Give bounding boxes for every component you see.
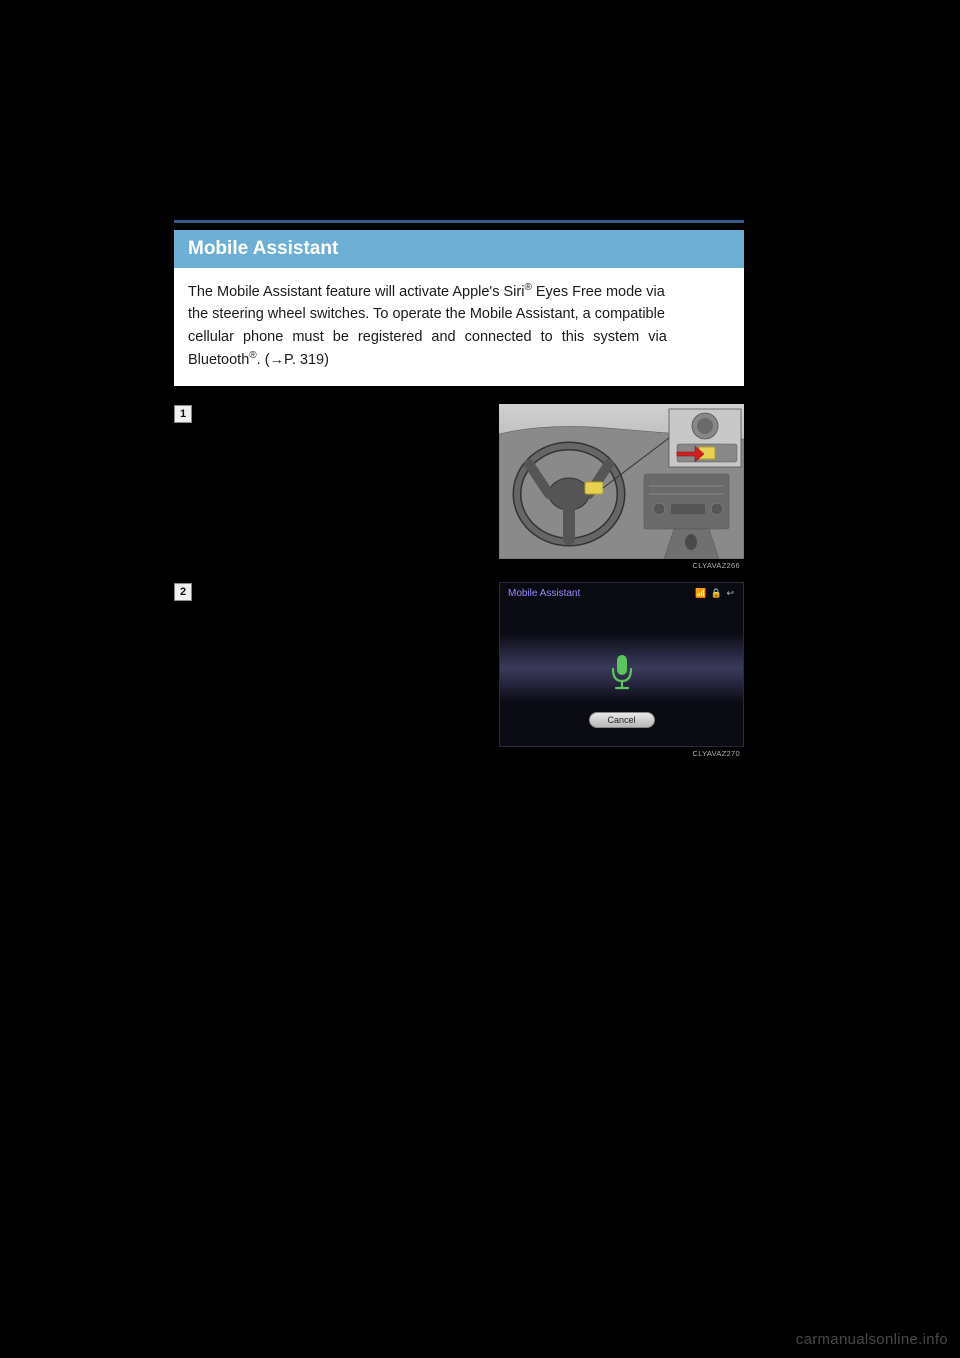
intro-line-3: cellular phone must be registered and co… [188, 326, 730, 348]
cancel-button[interactable]: Cancel [588, 712, 654, 728]
step-2-image-col: Mobile Assistant 📶 🔒 ↩ Cancel CLYAVAZ270 [499, 582, 744, 758]
step-2-icon: 2 [174, 583, 192, 601]
step-1-image-col: CLYAVAZ266 [499, 404, 744, 570]
screen-title: Mobile Assistant [508, 588, 580, 599]
intro-box: The Mobile Assistant feature will activa… [174, 268, 744, 386]
intro-line-2: the steering wheel switches. To operate … [188, 303, 730, 325]
step-2-row: 2 Mobile Assistant 📶 🔒 ↩ Cancel [174, 582, 744, 758]
section-title-bar: Mobile Assistant [174, 230, 744, 268]
step-1-row: 1 [174, 404, 744, 570]
screen-header-bar: Mobile Assistant 📶 🔒 ↩ [500, 583, 743, 604]
image-caption-2: CLYAVAZ270 [499, 747, 744, 758]
microphone-icon [609, 653, 635, 691]
watermark-text: carmanualsonline.info [796, 1331, 948, 1348]
step-1-icon: 1 [174, 405, 192, 423]
step-2-text [192, 582, 499, 737]
status-icons: 📶 🔒 ↩ [695, 588, 735, 599]
intro-line-4: Bluetooth®. (→P. 319) [188, 348, 730, 371]
blue-divider [174, 220, 744, 223]
section-title: Mobile Assistant [188, 238, 338, 259]
infotainment-screen: Mobile Assistant 📶 🔒 ↩ Cancel [499, 582, 744, 747]
dashboard-illustration [499, 404, 744, 559]
registered-mark-icon: ® [524, 282, 531, 293]
image-caption-1: CLYAVAZ266 [499, 559, 744, 570]
registered-mark-icon: ® [249, 350, 256, 361]
page-content: Mobile Assistant The Mobile Assistant fe… [174, 230, 744, 770]
step-1-text [192, 404, 499, 559]
intro-line-1: The Mobile Assistant feature will activa… [188, 280, 730, 303]
steps-area: 1 [174, 404, 744, 758]
